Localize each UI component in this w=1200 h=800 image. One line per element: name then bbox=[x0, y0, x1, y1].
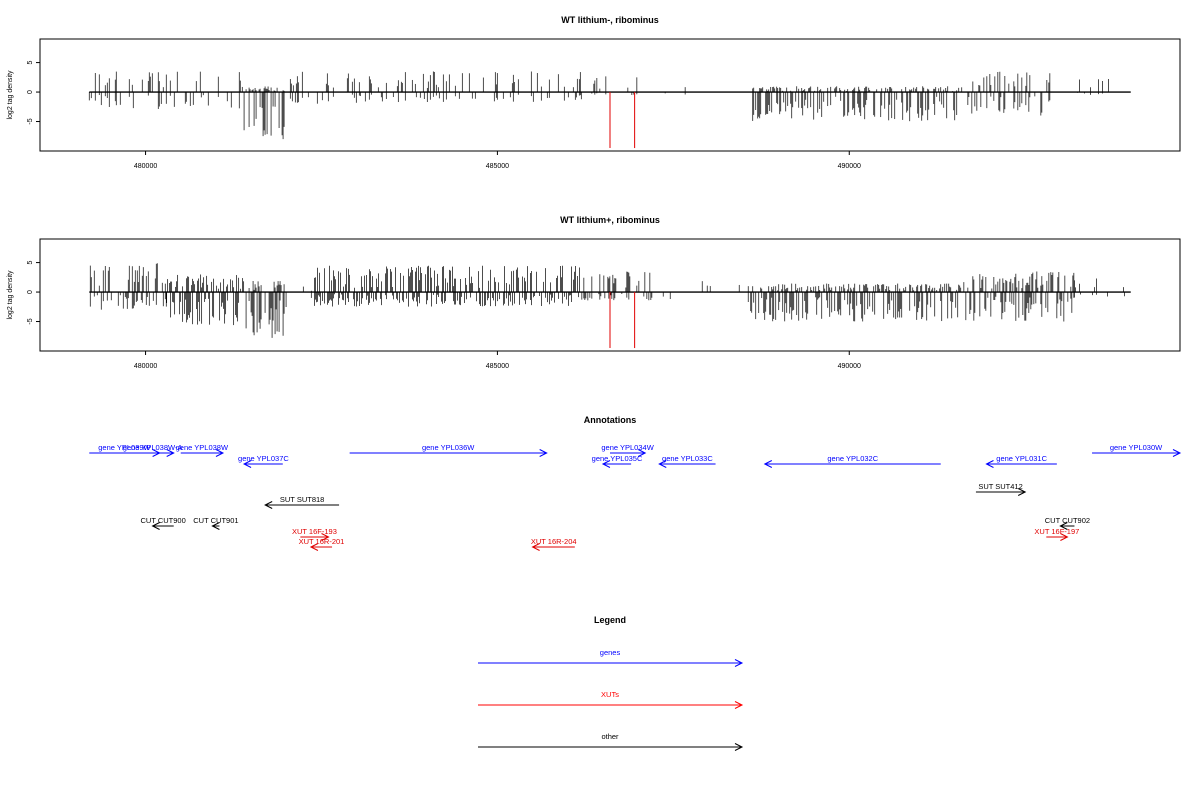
annotation-label: CUT CUT901 bbox=[193, 516, 238, 525]
annotation-arrow: gene YPL030W bbox=[1092, 443, 1182, 457]
annotation-label: gene YPL038W bbox=[176, 443, 229, 452]
annotation-arrow: CUT CUT900 bbox=[140, 516, 186, 530]
annotation-label: CUT CUT902 bbox=[1045, 516, 1090, 525]
annotation-arrow: gene YPL036W bbox=[349, 443, 548, 457]
annotation-arrow: XUT 16F-197 bbox=[1034, 527, 1079, 541]
y-axis-label: log2 tag density bbox=[7, 70, 14, 120]
y-tick-label: 5 bbox=[27, 61, 34, 65]
y-tick-label: -5 bbox=[27, 318, 34, 324]
annotation-arrow: SUT SUT412 bbox=[975, 482, 1027, 496]
x-tick-label: 485000 bbox=[486, 363, 509, 370]
annotation-arrow: gene YPL037C bbox=[238, 454, 289, 468]
x-tick-label: 480000 bbox=[134, 363, 157, 370]
annotation-arrow: gene YPL032C bbox=[763, 454, 941, 468]
annotation-label: CUT CUT900 bbox=[140, 516, 185, 525]
legend-label: other bbox=[601, 732, 619, 741]
plot-frame bbox=[39, 238, 1181, 352]
annotation-arrow: CUT CUT902 bbox=[1045, 516, 1090, 530]
x-tick-label: 480000 bbox=[134, 163, 157, 170]
annotation-arrow: gene YPL031C bbox=[985, 454, 1057, 468]
annotation-arrow: XUT 16R-204 bbox=[531, 537, 577, 551]
annotation-arrow: CUT CUT901 bbox=[193, 516, 239, 530]
legend-entry: genes bbox=[478, 648, 744, 667]
legend-title: Legend bbox=[594, 615, 626, 625]
signal-bars bbox=[88, 71, 1131, 149]
annotation-label: gene YPL033C bbox=[662, 454, 713, 463]
y-tick-label: -5 bbox=[27, 118, 34, 124]
panel-title: WT lithium+, ribominus bbox=[560, 215, 660, 225]
legend: Legend genes XUTs other bbox=[478, 615, 744, 751]
annotation-label: gene YPL032C bbox=[827, 454, 878, 463]
legend-label: genes bbox=[600, 648, 621, 657]
annotation-arrow: gene YPL038W bbox=[176, 443, 229, 457]
annotation-arrow: gene YPL038W-A bbox=[123, 443, 183, 457]
annotation-label: SUT SUT818 bbox=[280, 495, 324, 504]
annotation-arrow: SUT SUT818 bbox=[264, 495, 340, 509]
annotation-label: SUT SUT412 bbox=[978, 482, 1022, 491]
annotation-label: XUT 16F-193 bbox=[292, 527, 337, 536]
annotation-label: gene YPL031C bbox=[996, 454, 1047, 463]
annotation-arrow: gene YPL035C bbox=[592, 454, 643, 468]
annotation-label: gene YPL034W bbox=[601, 443, 654, 452]
annotation-label: XUT 16F-197 bbox=[1034, 527, 1079, 536]
annotation-arrow: gene YPL033C bbox=[658, 454, 716, 468]
annotation-arrow: gene YPL034W bbox=[601, 443, 655, 457]
y-tick-label: 0 bbox=[27, 90, 34, 94]
signal-bars bbox=[89, 263, 1131, 349]
x-tick-label: 490000 bbox=[838, 363, 861, 370]
annotation-label: gene YPL038W-A bbox=[123, 443, 183, 452]
legend-label: XUTs bbox=[601, 690, 619, 699]
y-tick-label: 5 bbox=[27, 261, 34, 265]
panel-title: WT lithium-, ribominus bbox=[561, 15, 659, 25]
legend-entries: genes XUTs other bbox=[478, 648, 744, 751]
annotation-label: gene YPL036W bbox=[422, 443, 475, 452]
plot-frame bbox=[39, 38, 1181, 152]
x-tick-label: 490000 bbox=[838, 163, 861, 170]
annotation-label: XUT 16R-204 bbox=[531, 537, 577, 546]
axes: 480000 485000 490000 -5 0 5 bbox=[27, 261, 861, 370]
annotation-label: gene YPL039W bbox=[98, 443, 151, 452]
annotation-label: gene YPL030W bbox=[1110, 443, 1163, 452]
legend-entry: XUTs bbox=[478, 690, 744, 709]
track-panel-lithium-plus: WT lithium+, ribominus log2 tag density … bbox=[7, 215, 1181, 370]
x-tick-label: 485000 bbox=[486, 163, 509, 170]
axes: 480000 485000 490000 -5 0 5 bbox=[27, 61, 861, 170]
annotations-title: Annotations bbox=[584, 415, 637, 425]
annotation-label: gene YPL037C bbox=[238, 454, 289, 463]
legend-entry: other bbox=[478, 732, 744, 751]
annotation-arrow: XUT 16R-201 bbox=[299, 537, 345, 551]
track-panel-lithium-minus: WT lithium-, ribominus log2 tag density … bbox=[7, 15, 1181, 170]
y-tick-label: 0 bbox=[27, 290, 34, 294]
y-axis-label: log2 tag density bbox=[7, 270, 14, 320]
annotation-arrow: XUT 16F-193 bbox=[292, 527, 337, 541]
annotation-label: XUT 16R-201 bbox=[299, 537, 345, 546]
annotation-label: gene YPL035C bbox=[592, 454, 643, 463]
